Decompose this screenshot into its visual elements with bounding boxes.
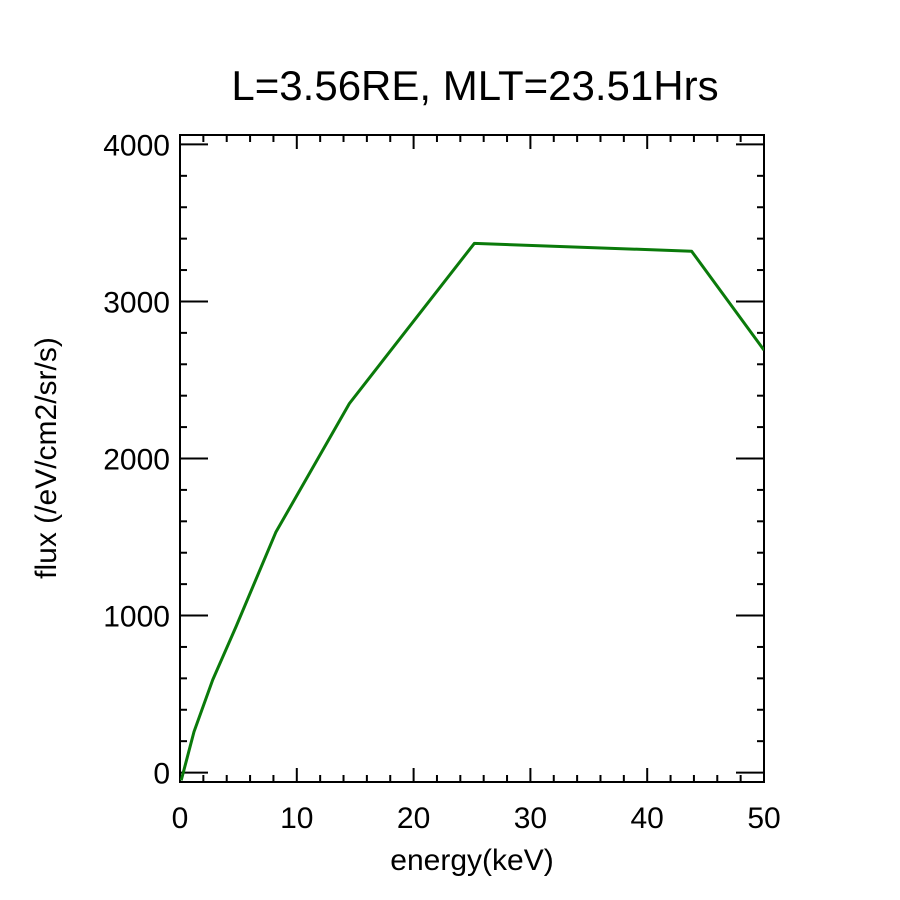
plot-frame (179, 134, 765, 783)
chart-title: L=3.56RE, MLT=23.51Hrs (231, 62, 718, 109)
y-tick-label: 4000 (103, 129, 170, 162)
x-tick-label: 20 (397, 802, 430, 835)
x-tick-label: 0 (172, 802, 189, 835)
ticks (179, 135, 765, 782)
x-tick-label: 10 (280, 802, 313, 835)
tick-labels: 0 10 20 30 40 50 0 1000 2000 3000 4000 (103, 129, 780, 835)
series-group (180, 241, 764, 781)
y-tick-label: 1000 (103, 601, 170, 634)
y-axis-label: flux (/eV/cm2/sr/s) (30, 337, 63, 579)
y-tick-label: 2000 (103, 444, 170, 477)
y-tick-label: 0 (153, 758, 170, 791)
series-line (180, 241, 764, 781)
x-tick-label: 50 (747, 802, 780, 835)
x-tick-label: 30 (514, 802, 547, 835)
x-tick-label: 40 (631, 802, 664, 835)
x-axis-label: energy(keV) (390, 844, 553, 877)
y-tick-label: 3000 (103, 286, 170, 319)
